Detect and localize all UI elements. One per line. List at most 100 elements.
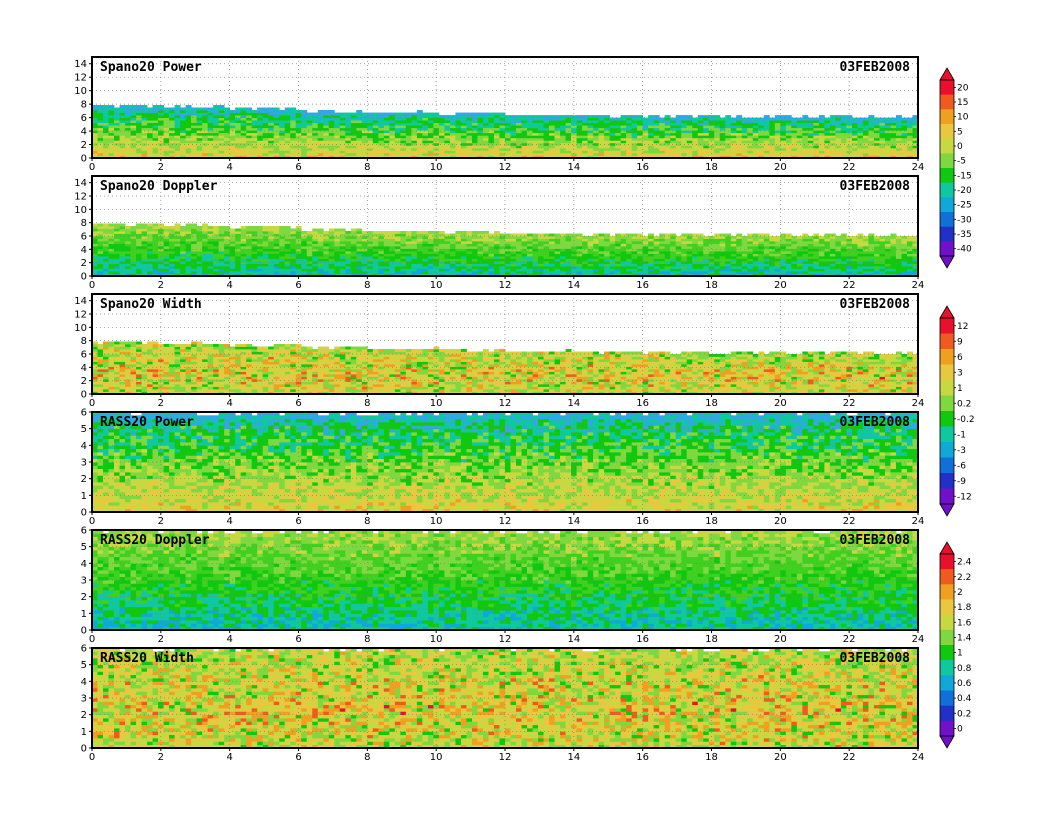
colorbar-label: -1 [957, 430, 966, 440]
y-tick-label: 5 [81, 424, 87, 435]
y-tick-label: 2 [81, 474, 87, 485]
y-tick-label: 0 [81, 272, 87, 283]
colorbar-label: 0.2 [957, 709, 971, 719]
x-tick-label: 12 [499, 516, 512, 527]
y-tick-label: 12 [74, 310, 87, 321]
x-tick-label: 16 [636, 752, 649, 763]
x-tick-label: 2 [158, 398, 164, 409]
y-tick-label: 1 [81, 727, 87, 738]
x-tick-label: 24 [912, 398, 925, 409]
colorbar-label: 12 [957, 322, 968, 332]
colorbar-label: -35 [957, 230, 972, 240]
x-tick-label: 20 [774, 752, 787, 763]
y-tick-label: 3 [81, 694, 87, 705]
colorbar-swatch [940, 615, 954, 630]
x-tick-label: 14 [567, 162, 580, 173]
colorbar-swatch [940, 349, 954, 365]
y-tick-label: 0 [81, 744, 87, 755]
x-tick-label: 12 [499, 752, 512, 763]
colorbar-bottom-arrow [940, 504, 954, 516]
colorbar-swatch [940, 554, 954, 569]
colorbar-label: -15 [957, 171, 972, 181]
colorbar-swatch [940, 95, 954, 110]
colorbar-label: -25 [957, 201, 972, 211]
y-tick-label: 1 [81, 491, 87, 502]
x-tick-label: 24 [912, 752, 925, 763]
colorbar-swatch [940, 473, 954, 489]
panel-title: RASS20 Width [100, 651, 194, 666]
colorbar-swatch [940, 212, 954, 227]
y-tick-label: 0 [81, 508, 87, 519]
y-tick-label: 1 [81, 609, 87, 620]
colorbar-label: -40 [957, 245, 972, 255]
y-tick-label: 10 [74, 205, 87, 216]
colorbar-swatch [940, 109, 954, 124]
colorbar-swatch [940, 334, 954, 350]
x-tick-label: 24 [912, 280, 925, 291]
colorbar-swatch [940, 691, 954, 706]
x-tick-label: 12 [499, 162, 512, 173]
x-axis: 0 2 4 6 8 10 12 14 16 18 20 22 24 [89, 748, 925, 763]
x-tick-label: 4 [226, 752, 232, 763]
x-tick-label: 12 [499, 398, 512, 409]
y-tick-label: 6 [81, 113, 87, 124]
colorbar-swatch [940, 600, 954, 615]
colorbar-swatch [940, 427, 954, 443]
y-tick-label: 8 [81, 100, 87, 111]
panel-title: Spano20 Doppler [100, 179, 218, 194]
x-tick-label: 0 [89, 280, 95, 291]
x-tick-label: 24 [912, 516, 925, 527]
x-axis: 0 2 4 6 8 10 12 14 16 18 20 22 24 [89, 512, 925, 527]
colorbar-label: 1 [957, 384, 963, 394]
x-tick-label: 12 [499, 634, 512, 645]
colorbar-bottom-arrow [940, 256, 954, 268]
colorbar-swatch [940, 241, 954, 256]
x-tick-label: 2 [158, 752, 164, 763]
panel-title: RASS20 Power [100, 415, 194, 430]
y-tick-label: 5 [81, 542, 87, 553]
colorbar-label: 1.6 [957, 618, 972, 628]
colorbar-label: 1.4 [957, 633, 972, 643]
colorbar-label: 0.2 [957, 399, 971, 409]
x-axis: 0 2 4 6 8 10 12 14 16 18 20 22 24 [89, 394, 925, 409]
panel-date: 03FEB2008 [840, 415, 911, 430]
colorbar-label: 0.4 [957, 694, 972, 704]
heatmap-cells [92, 648, 918, 748]
colorbar-label: 2 [957, 588, 963, 598]
x-tick-label: 18 [705, 280, 718, 291]
colorbar-swatch [940, 584, 954, 599]
y-tick-label: 0 [81, 390, 87, 401]
colorbar-swatch [940, 630, 954, 645]
y-tick-label: 4 [81, 127, 87, 138]
x-tick-label: 8 [364, 516, 370, 527]
y-tick-label: 3 [81, 576, 87, 587]
colorbar-label: 2.4 [957, 558, 972, 568]
colorbar-label: 10 [957, 113, 969, 123]
x-tick-label: 22 [843, 516, 856, 527]
x-tick-label: 10 [430, 398, 443, 409]
x-tick-label: 14 [567, 398, 580, 409]
y-tick-label: 2 [81, 140, 87, 151]
y-tick-label: 4 [81, 559, 87, 570]
colorbar-swatch [940, 380, 954, 396]
x-tick-label: 14 [567, 280, 580, 291]
x-tick-label: 22 [843, 280, 856, 291]
x-tick-label: 20 [774, 634, 787, 645]
colorbar-swatch [940, 80, 954, 95]
colorbar-swatch [940, 139, 954, 154]
x-tick-label: 10 [430, 516, 443, 527]
x-tick-label: 6 [295, 634, 301, 645]
x-tick-label: 16 [636, 162, 649, 173]
x-tick-label: 6 [295, 162, 301, 173]
colorbar-label: -12 [957, 492, 972, 502]
heatmap-cells [92, 412, 918, 512]
x-tick-label: 4 [226, 280, 232, 291]
x-tick-label: 18 [705, 398, 718, 409]
